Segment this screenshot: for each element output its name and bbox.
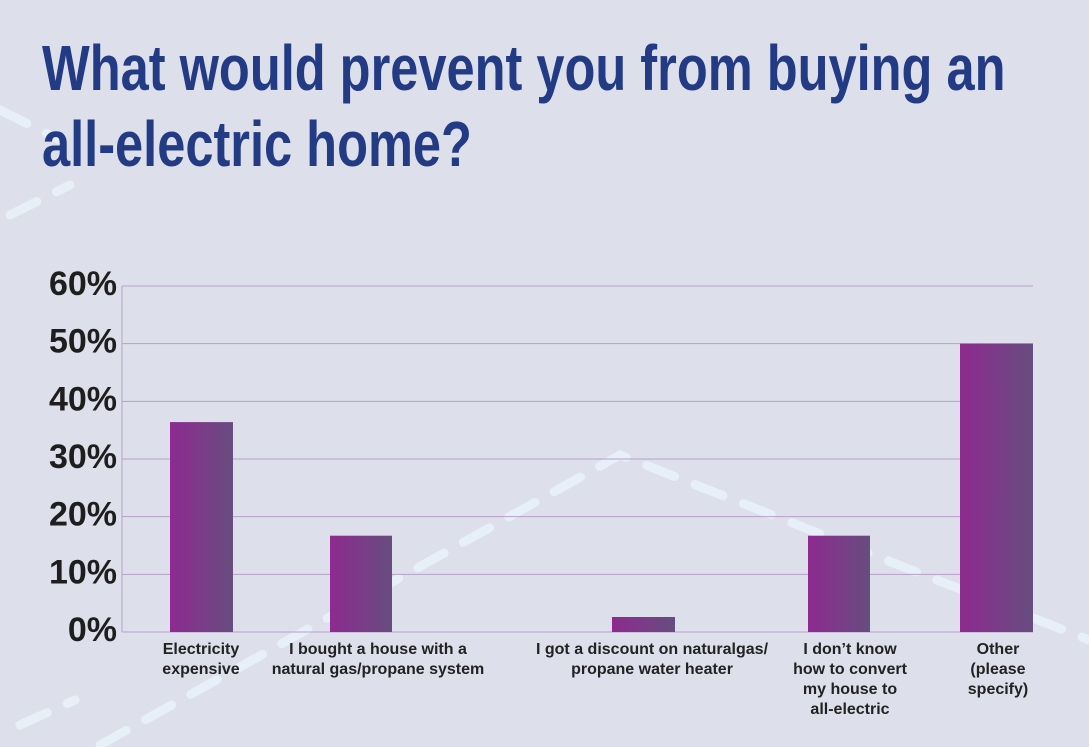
x-tick-label: I don’t know how to convert my house to …: [793, 641, 907, 718]
y-tick-label: 50%: [49, 323, 117, 361]
decoration: [0, 105, 1089, 747]
y-tick-label: 20%: [49, 496, 117, 534]
x-tick-label: Electricity expensive: [162, 641, 240, 678]
bar: [612, 617, 675, 632]
x-tick-label: I got a discount on naturalgas/ propane …: [535, 641, 769, 678]
y-tick-label: 30%: [49, 438, 117, 476]
x-tick-label: Other (please specify): [967, 641, 1029, 698]
y-tick-label: 0%: [68, 611, 117, 649]
y-tick-label: 40%: [49, 380, 117, 418]
bar: [808, 535, 870, 632]
y-tick-label: 60%: [49, 265, 117, 303]
x-tick-label: I bought a house with a natural gas/prop…: [271, 641, 485, 678]
bar: [330, 535, 392, 632]
bar: [960, 343, 1033, 632]
chart-title: What would prevent you from buying an al…: [42, 32, 1006, 180]
bar: [170, 422, 233, 632]
y-tick-label: 10%: [49, 553, 117, 591]
